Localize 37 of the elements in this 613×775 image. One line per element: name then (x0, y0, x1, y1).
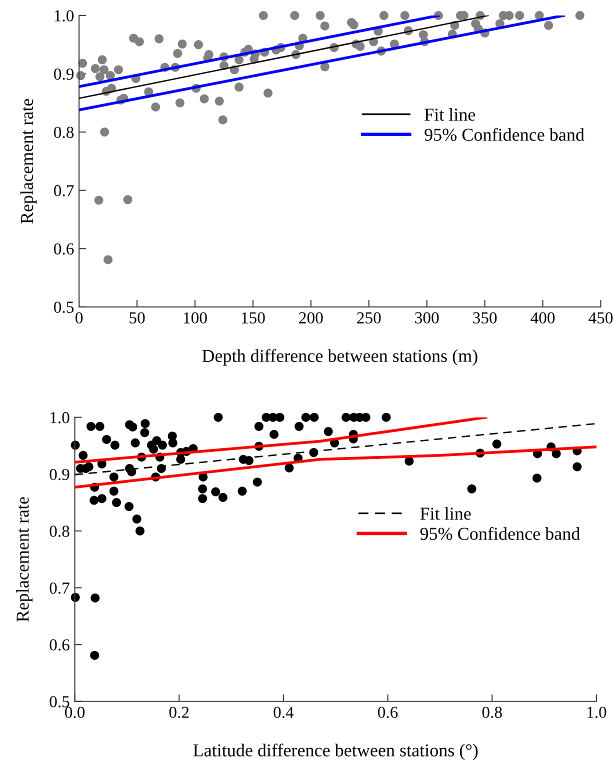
x-tick-label: 1.0 (588, 706, 606, 718)
y-tick-label: 0.8 (54, 126, 74, 138)
x-tick-label: 0.6 (378, 706, 398, 718)
y-tick-label: 1.0 (54, 10, 74, 22)
x-tick-label: 150 (242, 312, 265, 324)
y-tick-label: 0.7 (54, 185, 74, 196)
legend-label: Fit line (420, 507, 471, 520)
y-tick-label: 0.9 (54, 68, 74, 80)
y-tick-label: 0.8 (50, 526, 70, 537)
y-tick-label: 0.6 (50, 639, 70, 651)
x-tick-label: 0.2 (169, 706, 189, 718)
x-axis-title: Depth difference between stations (m) (202, 349, 478, 366)
y-axis-title: Replacement rate (16, 497, 32, 622)
y-tick-label: 1.0 (50, 412, 70, 424)
x-tick-label: 300 (415, 312, 439, 324)
legend-label: Fit line (424, 108, 476, 121)
legend-label: 95% Confidence band (424, 128, 584, 141)
x-tick-label: 400 (530, 312, 555, 324)
x-tick-label: 200 (299, 312, 323, 324)
legend-label: 95% Confidence band (420, 527, 580, 540)
x-tick-label: 100 (184, 312, 207, 324)
x-tick-label: 450 (588, 312, 613, 324)
x-axis-title: Latitude difference between stations (°) (193, 744, 478, 760)
x-tick-label: 0.4 (274, 706, 294, 718)
x-tick-label: 350 (473, 312, 497, 324)
x-tick-label: 250 (357, 312, 381, 324)
y-tick-label: 0.5 (54, 302, 74, 313)
x-tick-label: 50 (130, 312, 145, 324)
y-tick-label: 0.9 (50, 468, 70, 480)
y-tick-label: 0.6 (54, 243, 74, 255)
y-axis-title: Replacement rate (20, 98, 37, 224)
x-tick-label: 0.8 (482, 706, 502, 718)
y-tick-label: 0.5 (50, 696, 70, 708)
x-tick-label: 0.0 (65, 706, 85, 718)
line-series (74, 445, 596, 489)
y-tick-label: 0.7 (50, 582, 70, 594)
x-tick-label: 0 (76, 312, 83, 324)
